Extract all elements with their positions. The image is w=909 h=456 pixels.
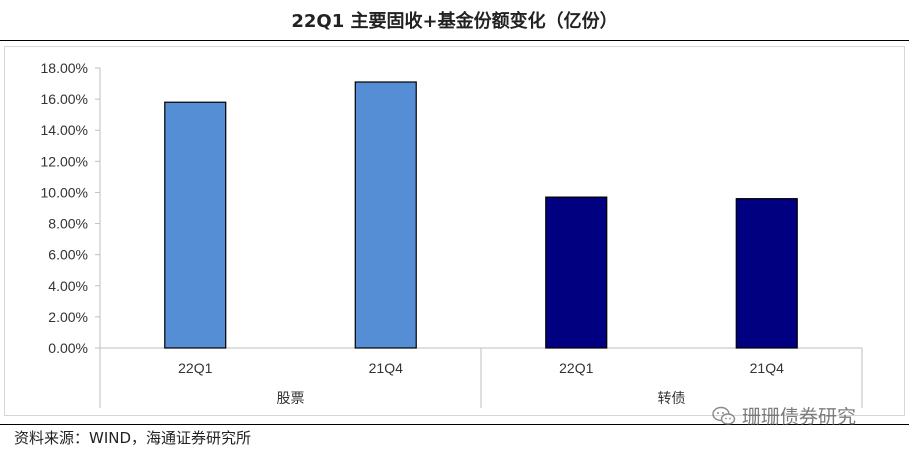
bar-chart: 0.00% 2.00% 4.00% 6.00% 8.00% 10.00% 12.00% 14.… bbox=[41, 60, 863, 408]
y-tick-label: 8.00% bbox=[48, 216, 88, 232]
title-rule bbox=[0, 40, 909, 41]
y-tick-label: 14.00% bbox=[41, 122, 88, 138]
x-tick-label: 22Q1 bbox=[559, 360, 593, 376]
plot-frame bbox=[4, 46, 905, 416]
chart-title: 22Q1 主要固收+基金份额变化（亿份） bbox=[0, 0, 909, 40]
footer-rule bbox=[0, 424, 909, 425]
watermark: 珊珊债券研究 bbox=[712, 402, 856, 429]
group-label: 转债 bbox=[658, 391, 686, 407]
wechat-icon bbox=[712, 406, 736, 425]
y-tick-label: 10.00% bbox=[41, 184, 88, 200]
bar bbox=[545, 196, 608, 349]
watermark-text: 珊珊债券研究 bbox=[742, 406, 857, 428]
y-tick-label: 0.00% bbox=[48, 340, 88, 356]
chart-title-text: 22Q1 主要固收+基金份额变化（亿份） bbox=[291, 11, 618, 32]
bar bbox=[735, 198, 798, 349]
y-tick-label: 2.00% bbox=[48, 309, 88, 325]
source-note: 资料来源：WIND，海通证券研究所 bbox=[14, 429, 252, 447]
y-tick-label: 16.00% bbox=[41, 91, 88, 107]
y-tick-label: 12.00% bbox=[41, 153, 88, 169]
group-label: 股票 bbox=[277, 391, 305, 407]
bar bbox=[164, 101, 227, 349]
bar bbox=[354, 81, 417, 349]
x-tick-label: 22Q1 bbox=[178, 360, 212, 376]
y-tick-label: 18.00% bbox=[41, 60, 88, 76]
x-tick-label: 21Q4 bbox=[750, 360, 784, 376]
x-tick-label: 21Q4 bbox=[369, 360, 403, 376]
y-tick-label: 4.00% bbox=[48, 278, 88, 294]
y-tick-label: 6.00% bbox=[48, 247, 88, 263]
